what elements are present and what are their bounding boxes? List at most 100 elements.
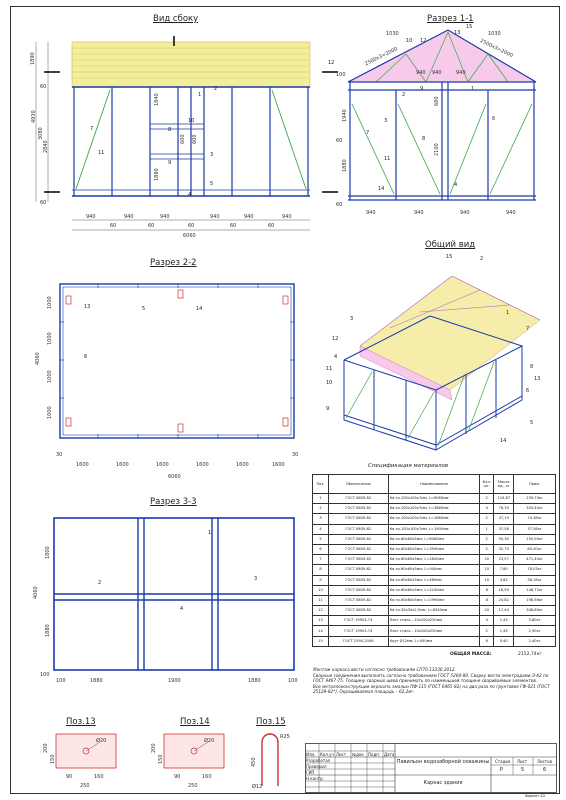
side-dim-bottom-2: 60 [148, 223, 154, 229]
side-dim-total: 6060 [183, 233, 196, 239]
spec-cell: Круг Ø12мм, L=450мм [387, 635, 481, 647]
s11-pos-10: 10 [406, 38, 412, 44]
s11-pos-8: 8 [422, 136, 425, 142]
side-pos-8: 8 [168, 127, 171, 133]
tb-role-gip: ГИП [306, 770, 315, 775]
pos14-title: Поз.14 [180, 717, 210, 727]
s22-pos-6: 6 [84, 354, 87, 360]
s22-pos-14: 14 [196, 306, 202, 312]
table-row: 5 ГОСТ 8639-82 Кв.тр.60х60х5мм, L=6060мм 2 5… [312, 533, 556, 545]
spec-cell: 2 [479, 625, 495, 637]
gen-pos-2: 2 [480, 256, 483, 262]
s11-dim-left-1: 100 [336, 72, 346, 78]
s11-pos-11: 11 [384, 156, 390, 162]
spec-cell: 20 [479, 554, 495, 566]
side-pos-10: 10 [188, 118, 194, 124]
spec-cell: 4 [479, 615, 495, 627]
spec-cell: Кв.тр.30х30х2,5мм, L=6340мм [387, 605, 481, 617]
tb-sheet-label: Лист [517, 759, 528, 764]
title-block: Изм. Кол.уч Лист №док Подп. Дата Разрабо… [305, 743, 557, 793]
spec-cell: 18,59 [493, 584, 515, 596]
table-row: 14 ГОСТ 19903-74 Лист сталь - 10х200х250мм… [312, 625, 556, 637]
s33-pos-4: 4 [180, 606, 183, 612]
s22-dim-left-1: 1000 [47, 296, 53, 309]
note-3: Все металлоконструкции окрасить эмалью П… [313, 683, 550, 695]
s33-dim-left-2: 1880 [45, 624, 51, 637]
spec-cell: 20 [479, 605, 495, 617]
side-pos-11: 11 [98, 150, 104, 156]
spec-cell: 12 [312, 605, 329, 617]
s11-dim-bottom-4: 940 [506, 210, 516, 216]
format-label: Формат А3 [525, 794, 545, 798]
gen-pos-15: 15 [446, 254, 452, 260]
pos14-dim-1: 200 [151, 743, 157, 753]
spec-cell: 37,19 [493, 513, 515, 525]
spec-cell: 348,80кг [513, 605, 556, 617]
spec-caption: Спецификация материалов [368, 463, 449, 469]
spec-cell: 150,90кг [513, 533, 556, 545]
tb-sheet-value: 5 [521, 767, 525, 773]
spec-cell: Кв.тр.60х60х5мм, L=2240мм [387, 584, 481, 596]
spec-cell: 0,40 [493, 635, 515, 647]
table-row: 7 ГОСТ 8639-82 Кв.тр.60х60х5мм, L=2840мм 20… [312, 554, 556, 566]
spec-cell: 1 [479, 523, 495, 535]
spec-cell: Кв.тр.60х60х5мм, L=940мм [387, 564, 481, 576]
side-braces [75, 89, 307, 190]
s33-dim-left-3: 4060 [33, 586, 39, 599]
side-dim-left-3: 4930 [31, 110, 37, 123]
s11-pos-15: 15 [466, 24, 472, 30]
iso-frame [343, 315, 523, 451]
spec-header-row: Поз. Обозначение Наименование Кол. шт. М… [312, 474, 556, 494]
base-plates [65, 289, 289, 433]
side-pos-5: 5 [210, 181, 213, 187]
truss-web [375, 31, 509, 83]
spec-cell: 239,74кг [513, 492, 556, 505]
spec-cell: 32,70 [493, 543, 515, 556]
side-dim-left-5: 60 [40, 200, 46, 206]
spec-cell: 3,82 [493, 574, 515, 586]
spec-cell: Лист сталь - 10х200х250мм [387, 615, 481, 627]
spec-cell: ГОСТ 8639-82 [327, 533, 389, 545]
spec-cell: ГОСТ 8639-82 [327, 492, 389, 505]
spec-cell: 11 [312, 594, 329, 607]
gen-pos-8: 8 [530, 364, 533, 370]
side-dim-top-2: 940 [124, 214, 134, 220]
s22-dim-total: 6060 [168, 474, 181, 480]
s33-dim-bottom-5: 100 [288, 678, 298, 684]
spec-cell: 10 [479, 564, 495, 576]
s11-dim-bottom-2: 940 [414, 210, 424, 216]
roof-hatch [72, 47, 310, 79]
s22-dim-total-left: 4060 [35, 352, 41, 365]
table-row: 6 ГОСТ 8639-82 Кв.тр.60х60х5мм, L=3940мм 2 3… [312, 543, 556, 556]
s11-inner-dim-1: 680 [434, 96, 440, 106]
spec-cell: 198,56кг [513, 594, 556, 607]
spec-cell: Кв.тр.100х100х7мм, L=1900мм [387, 523, 481, 535]
spec-cell: 10 [312, 584, 329, 596]
spec-cell: 74,38кг [513, 513, 556, 525]
spec-cell: ГОСТ 19903-74 [327, 625, 389, 637]
s22-dim-bottom-3: 1600 [156, 462, 169, 468]
s11-dim-mid-3: 940 [456, 70, 466, 76]
side-dim-left-6: 60 [40, 84, 46, 90]
spec-cell: ГОСТ 8639-82 [327, 554, 389, 566]
s11-dim-mid-2: 940 [432, 70, 442, 76]
tb-col-list: Лист [336, 752, 347, 757]
pos14-detail: 200 90 160 250 150 Ø20 [151, 733, 225, 789]
side-pos-1: 1 [198, 92, 201, 98]
s22-pos-13: 13 [84, 304, 90, 310]
spec-cell: 2 [479, 533, 495, 545]
general-view-title: Общий вид [425, 240, 476, 250]
side-dim-left-4: 3080 [38, 127, 44, 140]
spec-total-row: ОБЩАЯ МАССА: 2152,74кг [312, 651, 556, 661]
spec-cell: 37,58кг [513, 523, 556, 535]
spec-col-note: Прим. [513, 474, 556, 494]
s11-pos-13: 13 [454, 30, 460, 36]
gen-pos-13: 13 [534, 376, 540, 382]
side-dim-bottom-5: 60 [268, 223, 274, 229]
pos13-dim-2: 90 [66, 774, 72, 780]
spec-total-value: 2152,74кг [518, 652, 542, 657]
s11-pos-7: 7 [366, 130, 369, 136]
spec-col-name: Наименование [387, 474, 481, 494]
gen-pos-4: 4 [334, 354, 337, 360]
